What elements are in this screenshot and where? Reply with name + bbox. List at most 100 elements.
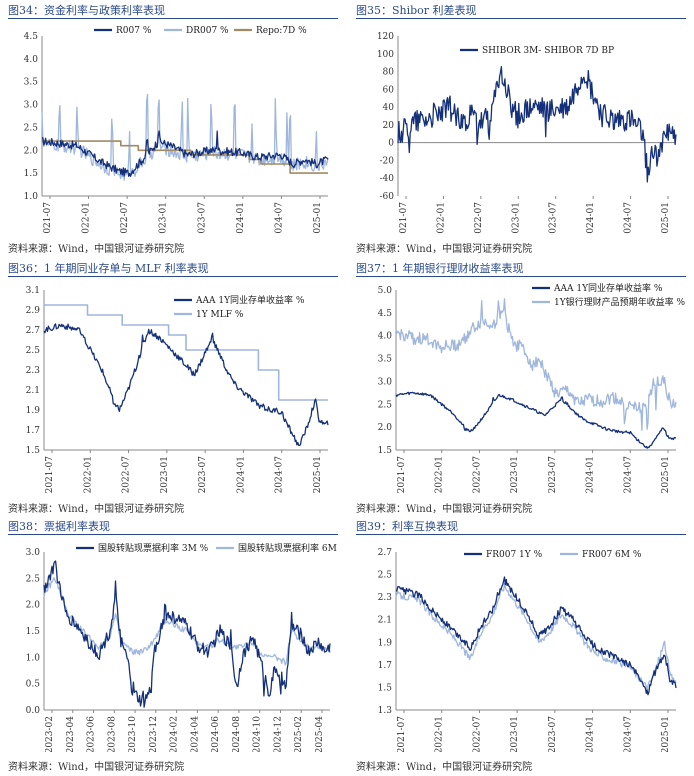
- source-note-6: 资料来源：Wind，中国银河证券研究院: [356, 762, 533, 773]
- legend-label: FR007 6M %: [582, 550, 642, 560]
- series-line-1: [395, 391, 676, 449]
- legend-label: FR007 1Y %: [486, 550, 543, 560]
- y-tick-label: 1.7: [378, 661, 393, 671]
- x-tick-label: 2024-01: [586, 202, 596, 234]
- series-line-3: [42, 140, 328, 174]
- y-tick-label: 2.7: [378, 548, 393, 558]
- y-tick-label: 2.5: [26, 346, 41, 356]
- x-tick-label: 2022-01: [82, 202, 92, 234]
- x-tick-label: 2024-01: [586, 456, 596, 493]
- chart-funding-rates: 1.0 1.5 2.0 2.5 3.0 3.5 4.0 4.5 2021-07 2022-01 20…: [24, 26, 329, 234]
- y-tick-label: 4.5: [24, 32, 39, 42]
- x-tick-label: 2023-10: [128, 716, 138, 752]
- y-tick-label: 2.0: [24, 146, 39, 156]
- y-tick-label: 4.0: [24, 55, 39, 65]
- y-tick-label: 4.0: [378, 332, 393, 342]
- x-tick-label: 2025-01: [313, 202, 323, 234]
- panel-divider-1: [8, 18, 338, 19]
- y-tick-label: 1.5: [378, 683, 393, 693]
- x-tick-label: 2024-01: [236, 202, 246, 234]
- x-tick-label: 2025-01: [661, 456, 671, 493]
- y-tick-label: 1.9: [378, 638, 393, 648]
- y-tick-label: 5.0: [378, 286, 393, 296]
- x-tick-label: 2021-07: [399, 202, 409, 234]
- y-tick-label: 3.1: [26, 286, 40, 296]
- series-line-1: [43, 560, 331, 708]
- x-tick-label: 2023-07: [197, 202, 207, 234]
- y-tick-label: 1.5: [378, 446, 393, 456]
- x-tick-label: 2023-07: [548, 456, 558, 494]
- series-line-2: [41, 93, 329, 181]
- x-tick-label: 2023-07: [549, 202, 559, 234]
- x-tick-label: 2022-01: [435, 716, 445, 752]
- y-tick-label: 3.5: [24, 78, 39, 88]
- y-tick-label: 2.5: [24, 123, 39, 133]
- x-tick-label: 2023-01: [511, 202, 521, 234]
- x-tick-label: 2021-07: [45, 456, 55, 494]
- y-tick-label: 1.5: [24, 169, 39, 179]
- y-tick-label: 60: [383, 85, 395, 95]
- x-tick-label: 2025-01: [661, 202, 671, 234]
- x-tick-label: 2023-01: [159, 202, 169, 234]
- y-tick-label: 3.0: [378, 377, 393, 387]
- x-tick-label: 2022-01: [83, 456, 93, 493]
- x-tick-label: 2023-07: [548, 716, 558, 752]
- panel-divider-4: [356, 276, 686, 277]
- x-tick-label: 2024-07: [274, 202, 284, 234]
- chart-bill-rates: 0.0 0.5 1.0 1.5 2.0 2.5 3.0 2023-02 2023-04 2023-…: [26, 542, 338, 752]
- y-tick-label: 2.1: [26, 386, 40, 396]
- legend-label: SHIBOR 3M- SHIBOR 7D BP: [482, 46, 614, 56]
- y-tick-label: 3.5: [378, 355, 393, 365]
- panel-title-4: 图37：1 年期银行理财收益率表现: [356, 262, 524, 275]
- legend-label: AAA 1Y同业存单收益率 %: [553, 282, 663, 294]
- x-tick-label: 2024-02: [170, 716, 180, 752]
- y-tick-label: 1.3: [378, 706, 393, 716]
- y-tick-label: -60: [380, 192, 395, 202]
- y-tick-label: 1.5: [26, 446, 41, 456]
- x-tick-label: 2022-07: [122, 456, 132, 494]
- y-tick-label: 2.5: [26, 574, 41, 584]
- x-tick-label: 2022-01: [436, 202, 446, 234]
- panel-divider-3: [8, 276, 338, 277]
- series-line-1: [41, 130, 329, 177]
- x-tick-label: 2021-07: [397, 456, 407, 494]
- y-tick-label: 2.0: [378, 423, 393, 433]
- x-tick-label: 2024-10: [253, 716, 263, 752]
- legend-label: 1Y银行理财产品预期年收益率 %: [554, 296, 686, 308]
- x-tick-label: 2022-01: [435, 456, 445, 493]
- panel-title-6: 图39：利率互换表现: [356, 520, 458, 533]
- source-note-4: 资料来源：Wind，中国银河证券研究院: [356, 504, 533, 515]
- series-line-1: [397, 66, 677, 183]
- panel-title-5: 图38：票据利率表现: [8, 520, 110, 533]
- y-tick-label: 2.5: [378, 400, 393, 410]
- y-tick-label: 2.5: [378, 571, 393, 581]
- series-line-2: [395, 298, 677, 431]
- x-tick-label: 2025-01: [313, 456, 323, 493]
- y-tick-label: 1.7: [26, 426, 41, 436]
- x-tick-label: 2024-01: [586, 716, 596, 752]
- x-tick-label: 2025-04: [315, 716, 325, 752]
- x-tick-label: 2023-08: [107, 716, 117, 752]
- y-tick-label: 1.9: [26, 406, 41, 416]
- x-tick-label: 2023-12: [149, 716, 159, 752]
- x-tick-label: 2021-07: [43, 202, 53, 234]
- panel-divider-6: [356, 534, 686, 535]
- y-tick-label: -40: [380, 174, 395, 184]
- panel-divider-5: [8, 534, 338, 535]
- legend-label: 1Y MLF %: [196, 310, 244, 320]
- y-tick-label: 3.0: [24, 101, 39, 111]
- series-line-2: [44, 304, 328, 401]
- legend-label: 国股转贴现票据利率 3M %: [98, 542, 209, 554]
- y-tick-label: -20: [380, 156, 395, 166]
- source-note-5: 资料来源：Wind，中国银河证券研究院: [8, 762, 185, 773]
- x-tick-label: 2023-04: [66, 716, 76, 752]
- panel-title-2: 图35：Shibor 利差表现: [356, 4, 477, 17]
- y-tick-label: 2.3: [378, 593, 393, 603]
- x-tick-label: 2022-07: [120, 202, 130, 234]
- x-tick-label: 2024-06: [211, 716, 221, 752]
- y-tick-label: 0.5: [26, 680, 41, 690]
- x-tick-label: 2024-07: [623, 456, 633, 494]
- x-tick-label: 2022-07: [472, 716, 482, 752]
- y-tick-label: 2.7: [26, 326, 41, 336]
- legend-label: 国股转贴现票据利率 6M %: [238, 542, 338, 554]
